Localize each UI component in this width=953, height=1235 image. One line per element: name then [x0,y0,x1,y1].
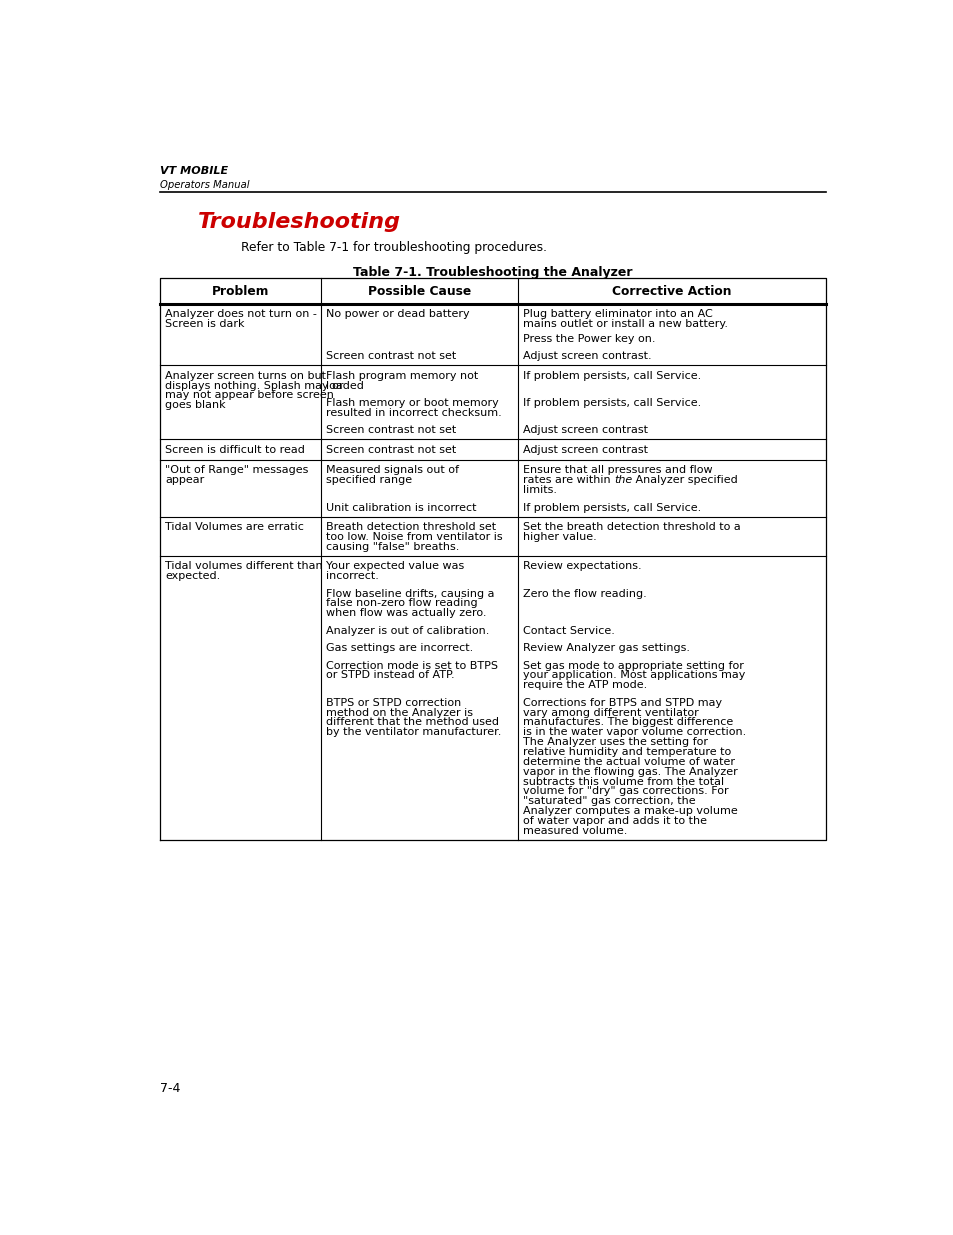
Text: appear: appear [165,475,204,485]
Text: Gas settings are incorrect.: Gas settings are incorrect. [326,643,473,653]
Text: is in the water vapor volume correction.: is in the water vapor volume correction. [522,727,745,737]
Text: Screen is difficult to read: Screen is difficult to read [165,445,305,454]
Text: Unit calibration is incorrect: Unit calibration is incorrect [326,503,476,513]
Text: Troubleshooting: Troubleshooting [198,212,401,232]
Text: rates are within: rates are within [522,475,614,485]
Text: Screen contrast not set: Screen contrast not set [326,351,456,361]
Text: Review Analyzer gas settings.: Review Analyzer gas settings. [522,643,689,653]
Text: Adjust screen contrast: Adjust screen contrast [522,425,647,435]
Text: when flow was actually zero.: when flow was actually zero. [326,609,486,619]
Text: Review expectations.: Review expectations. [522,562,641,572]
Text: If problem persists, call Service.: If problem persists, call Service. [522,398,700,408]
Text: the: the [614,475,632,485]
Text: loaded: loaded [326,380,364,390]
Text: Analyzer screen turns on but: Analyzer screen turns on but [165,370,326,380]
Text: may not appear before screen: may not appear before screen [165,390,334,400]
Text: No power or dead battery: No power or dead battery [326,309,469,319]
Text: vary among different ventilator: vary among different ventilator [522,708,698,718]
Text: resulted in incorrect checksum.: resulted in incorrect checksum. [326,408,501,417]
Text: or STPD instead of ATP.: or STPD instead of ATP. [326,671,455,680]
Text: Plug battery eliminator into an AC: Plug battery eliminator into an AC [522,309,712,319]
Text: goes blank: goes blank [165,400,225,410]
Text: your application. Most applications may: your application. Most applications may [522,671,744,680]
Text: 7-4: 7-4 [159,1082,180,1095]
Text: of water vapor and adds it to the: of water vapor and adds it to the [522,816,706,826]
Text: Screen is dark: Screen is dark [165,319,244,329]
Text: The Analyzer uses the setting for: The Analyzer uses the setting for [522,737,707,747]
Text: Your expected value was: Your expected value was [326,562,464,572]
Text: If problem persists, call Service.: If problem persists, call Service. [522,503,700,513]
Text: Table 7-1. Troubleshooting the Analyzer: Table 7-1. Troubleshooting the Analyzer [353,266,632,279]
Text: Analyzer specified: Analyzer specified [632,475,738,485]
Text: require the ATP mode.: require the ATP mode. [522,680,646,690]
Text: Flash program memory not: Flash program memory not [326,370,477,380]
Text: Ensure that all pressures and flow: Ensure that all pressures and flow [522,466,712,475]
Text: VT MOBILE: VT MOBILE [159,165,228,175]
Text: Screen contrast not set: Screen contrast not set [326,425,456,435]
Text: too low. Noise from ventilator is: too low. Noise from ventilator is [326,532,502,542]
Text: Press the Power key on.: Press the Power key on. [522,333,655,343]
Text: Measured signals out of: Measured signals out of [326,466,458,475]
Text: Correction mode is set to BTPS: Correction mode is set to BTPS [326,661,497,671]
Text: Tidal Volumes are erratic: Tidal Volumes are erratic [165,522,304,532]
Text: Screen contrast not set: Screen contrast not set [326,445,456,454]
Text: determine the actual volume of water: determine the actual volume of water [522,757,734,767]
Text: Refer to Table 7-1 for troubleshooting procedures.: Refer to Table 7-1 for troubleshooting p… [241,241,546,254]
Text: Problem: Problem [212,284,269,298]
Text: Analyzer is out of calibration.: Analyzer is out of calibration. [326,626,489,636]
Text: causing "false" breaths.: causing "false" breaths. [326,542,459,552]
Text: displays nothing. Splash may or: displays nothing. Splash may or [165,380,343,390]
Text: incorrect.: incorrect. [326,572,378,582]
Text: false non-zero flow reading: false non-zero flow reading [326,599,477,609]
Text: vapor in the flowing gas. The Analyzer: vapor in the flowing gas. The Analyzer [522,767,737,777]
Text: Analyzer computes a make-up volume: Analyzer computes a make-up volume [522,806,737,816]
Text: Zero the flow reading.: Zero the flow reading. [522,589,646,599]
Text: If problem persists, call Service.: If problem persists, call Service. [522,370,700,380]
Text: expected.: expected. [165,572,220,582]
Text: Operators Manual: Operators Manual [159,180,249,190]
Text: Contact Service.: Contact Service. [522,626,615,636]
Text: higher value.: higher value. [522,532,597,542]
Text: by the ventilator manufacturer.: by the ventilator manufacturer. [326,727,501,737]
Text: Set the breath detection threshold to a: Set the breath detection threshold to a [522,522,740,532]
Text: relative humidity and temperature to: relative humidity and temperature to [522,747,731,757]
Text: Corrective Action: Corrective Action [612,284,731,298]
Text: Possible Cause: Possible Cause [367,284,471,298]
Text: measured volume.: measured volume. [522,826,627,836]
Text: Breath detection threshold set: Breath detection threshold set [326,522,496,532]
Text: Adjust screen contrast.: Adjust screen contrast. [522,351,651,361]
Text: manufactures. The biggest difference: manufactures. The biggest difference [522,718,733,727]
Text: volume for "dry" gas corrections. For: volume for "dry" gas corrections. For [522,787,728,797]
Text: specified range: specified range [326,475,412,485]
Text: Flash memory or boot memory: Flash memory or boot memory [326,398,498,408]
Text: Adjust screen contrast: Adjust screen contrast [522,445,647,454]
Text: method on the Analyzer is: method on the Analyzer is [326,708,473,718]
Text: Flow baseline drifts, causing a: Flow baseline drifts, causing a [326,589,495,599]
Text: "Out of Range" messages: "Out of Range" messages [165,466,308,475]
Text: mains outlet or install a new battery.: mains outlet or install a new battery. [522,319,727,329]
Text: different that the method used: different that the method used [326,718,498,727]
Text: subtracts this volume from the total: subtracts this volume from the total [522,777,723,787]
Text: Analyzer does not turn on -: Analyzer does not turn on - [165,309,316,319]
Text: Tidal volumes different than: Tidal volumes different than [165,562,322,572]
Text: BTPS or STPD correction: BTPS or STPD correction [326,698,461,708]
Text: "saturated" gas correction, the: "saturated" gas correction, the [522,797,695,806]
Text: Corrections for BTPS and STPD may: Corrections for BTPS and STPD may [522,698,721,708]
Text: limits.: limits. [522,485,557,495]
Text: Set gas mode to appropriate setting for: Set gas mode to appropriate setting for [522,661,743,671]
